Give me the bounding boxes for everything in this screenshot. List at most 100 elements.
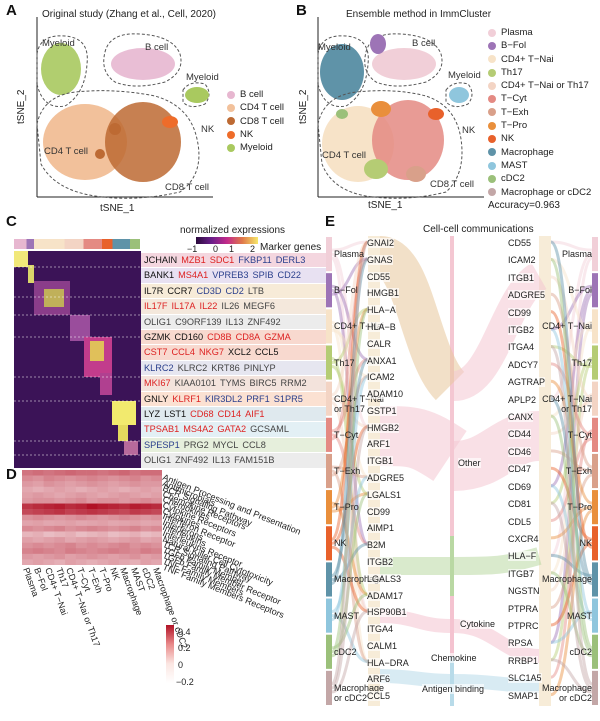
marker-gene: KLRF1 — [172, 393, 201, 404]
flow-link — [550, 658, 593, 694]
flow-link — [330, 307, 370, 654]
heatmap-cell — [32, 481, 44, 488]
marker-gene: KRT86 — [211, 362, 240, 373]
heatmap-cell — [22, 548, 34, 555]
marker-gene: OLIG1 — [144, 316, 172, 327]
marker-gene: CST7 — [144, 347, 168, 358]
heatmap-cell — [140, 481, 152, 488]
heatmap-cell — [86, 509, 98, 516]
heatmap-cell — [22, 520, 34, 527]
left-cell-bar — [326, 453, 332, 489]
heatmap-cell — [108, 492, 120, 499]
right-cell-label: B−Fol — [568, 285, 592, 296]
marker-gene: PRF1 — [246, 393, 270, 404]
marker-gene: CD160 — [174, 332, 204, 342]
flow-link — [550, 292, 593, 469]
legend-item: Myeloid — [227, 141, 284, 154]
marker-gene-row: IL7R CCR7 CD3D CD2 LTB — [141, 283, 326, 299]
heatmap-cell — [118, 514, 130, 521]
panel-a-nk-label: NK — [201, 124, 215, 135]
heatmap-cell — [151, 520, 162, 527]
heatmap-cell — [86, 486, 98, 493]
marker-genes-title: Marker genes — [260, 242, 322, 253]
heatmap-cell — [108, 548, 120, 555]
left-gene-label: LGALS3 — [367, 573, 402, 584]
flow-link — [550, 610, 593, 644]
heatmap-cell — [118, 553, 130, 560]
heatmap-cell — [86, 470, 98, 476]
right-gene-label: RPSA — [508, 638, 533, 649]
legend-item: B−Fol — [488, 39, 591, 52]
heatmap-cell — [54, 503, 66, 510]
marker-gene: IL17F — [144, 301, 168, 312]
left-gene-column — [368, 236, 380, 706]
heatmap-cell — [129, 525, 141, 532]
flow-link — [550, 362, 593, 437]
marker-gene: GATA2 — [217, 424, 247, 435]
heatmap-cell — [118, 475, 130, 482]
heatmap-cell — [97, 486, 109, 493]
heatmap-cell — [86, 531, 98, 538]
heatmap-cell — [140, 531, 152, 538]
flow-link — [550, 320, 593, 418]
flow-link — [550, 397, 593, 585]
flow-link — [331, 374, 369, 477]
heatmap-cell — [97, 503, 109, 510]
right-cell-bar — [592, 670, 598, 705]
heatmap-cell — [140, 525, 152, 532]
heatmap-cell — [32, 470, 44, 476]
flow-link — [330, 324, 370, 664]
heatmap-cell — [43, 497, 55, 504]
heatmap-cell — [75, 525, 87, 532]
heatmap-cell — [75, 553, 87, 560]
heatmap-cell — [22, 542, 34, 549]
heatmap-cell — [140, 553, 152, 560]
heatmap-cell — [65, 520, 77, 527]
heatmap-cell — [65, 497, 77, 504]
marker-gene: PRG2 — [183, 439, 209, 450]
heatmap-cell — [151, 475, 162, 482]
flow-link — [330, 374, 370, 622]
flow-link — [331, 307, 369, 509]
right-gene-label: ITGB2 — [508, 325, 535, 336]
right-gene-label: HLA−F — [508, 551, 537, 562]
right-cell-label: Plasma — [561, 249, 592, 260]
left-gene-label: ICAM2 — [367, 372, 395, 383]
flow-link — [550, 401, 593, 435]
left-gene-label: HMGB1 — [367, 288, 400, 299]
heatmap-cell — [75, 509, 87, 516]
marker-gene: CCL5 — [255, 347, 279, 358]
heatmap-cell — [97, 509, 109, 516]
right-cell-bar — [592, 598, 598, 633]
flow-link — [330, 256, 370, 613]
flow-link — [331, 284, 369, 361]
left-gene-label: HLA−A — [367, 305, 396, 316]
flow-link — [451, 262, 548, 401]
heatmap-cell — [129, 481, 141, 488]
flow-link — [550, 393, 593, 592]
panel-b-bcell-label: B cell — [412, 38, 436, 49]
left-gene-label: ARF1 — [367, 439, 391, 450]
flow-link — [331, 593, 369, 650]
heatmap-cell — [97, 531, 109, 538]
panel-a-xlabel: tSNE_1 — [100, 203, 135, 214]
flow-link — [550, 327, 594, 618]
category-bar-antigen — [450, 656, 454, 706]
heatmap-cell — [151, 509, 162, 516]
flow-link — [550, 257, 593, 332]
heatmap-cell — [86, 503, 98, 510]
heatmap-cell — [140, 514, 152, 521]
flow-link — [331, 252, 369, 429]
heatmap-cell — [151, 553, 162, 560]
category-label-antigen: Antigen binding — [422, 684, 485, 694]
heatmap-cell — [54, 481, 66, 488]
flow-link — [330, 425, 370, 690]
heatmap-cell — [97, 553, 109, 560]
left-gene-label: AIMP1 — [367, 523, 395, 534]
left-gene-label: CCL5 — [367, 691, 391, 702]
heatmap-cell — [151, 542, 162, 549]
marker-gene: IL7R — [144, 285, 164, 296]
right-gene-label: CD55 — [508, 238, 532, 248]
heatmap-cell — [75, 537, 87, 543]
marker-gene: JCHAIN — [144, 255, 178, 265]
